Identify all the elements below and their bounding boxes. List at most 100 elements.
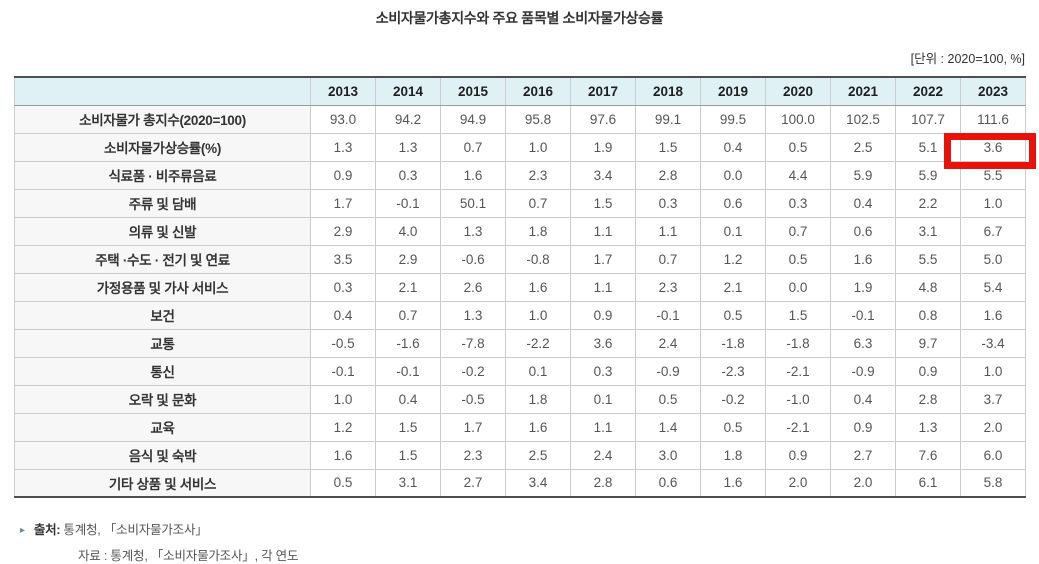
value-cell: 3.6 <box>570 328 636 358</box>
value-cell: 1.1 <box>570 412 636 442</box>
value-cell: 0.7 <box>505 188 571 218</box>
value-cell: -1.0 <box>765 384 831 414</box>
value-cell: 1.3 <box>310 132 376 162</box>
source-text: 통계청, 「소비자물가조사」 <box>63 523 208 537</box>
value-cell: 1.8 <box>700 440 766 470</box>
value-cell: 3.4 <box>505 468 571 498</box>
value-cell: 5.4 <box>960 272 1026 302</box>
source-note: ▸ 출처: 통계청, 「소비자물가조사」 <box>20 519 208 538</box>
table-row: 소비자물가상승률(%) 1.3 1.3 0.7 1.0 1.9 1.5 0.4 0.5 2.5 5.… <box>14 132 1026 162</box>
table-row: 주택 ·수도 · 전기 및 연료 3.5 2.9 -0.6 -0.8 1.7 0.7 1.2 0… <box>14 244 1026 274</box>
value-cell: 99.5 <box>700 104 766 134</box>
table-row: 기타 상품 및 서비스 0.5 3.1 2.7 3.4 2.8 0.6 1.6 2.0 2.0 6.… <box>14 468 1026 498</box>
value-cell: -0.1 <box>375 356 441 386</box>
value-cell: 2.8 <box>570 468 636 498</box>
value-cell: 2.8 <box>635 160 701 190</box>
value-cell: 1.8 <box>505 216 571 246</box>
row-label-cell: 교육 <box>14 412 311 442</box>
row-label-cell: 식료품 · 비주류음료 <box>14 160 311 190</box>
value-cell: -7.8 <box>440 328 506 358</box>
value-cell: 0.3 <box>375 160 441 190</box>
value-cell: 1.7 <box>310 188 376 218</box>
row-label-cell: 소비자물가 총지수(2020=100) <box>14 104 311 134</box>
value-cell: 2.7 <box>440 468 506 498</box>
value-cell: 1.6 <box>505 412 571 442</box>
value-cell: 50.1 <box>440 188 506 218</box>
value-cell: 0.5 <box>765 244 831 274</box>
row-label-cell: 기타 상품 및 서비스 <box>14 468 311 498</box>
value-cell: 1.0 <box>505 132 571 162</box>
year-header-cell-2021: 2021 <box>830 76 896 106</box>
value-cell: 0.3 <box>635 188 701 218</box>
value-cell: 0.9 <box>310 160 376 190</box>
year-header-cell-2019: 2019 <box>700 76 766 106</box>
value-cell: 3.5 <box>310 244 376 274</box>
value-cell: 0.4 <box>830 188 896 218</box>
value-cell: 3.1 <box>375 468 441 498</box>
value-cell: 0.6 <box>700 188 766 218</box>
value-cell: -0.1 <box>830 300 896 330</box>
value-cell: 1.6 <box>960 300 1026 330</box>
year-header-cell-2023: 2023 <box>960 76 1026 106</box>
value-cell: -1.6 <box>375 328 441 358</box>
value-cell: 5.9 <box>895 160 961 190</box>
value-cell: 6.3 <box>830 328 896 358</box>
triangle-bullet-icon: ▸ <box>20 525 25 536</box>
value-cell: 0.5 <box>700 300 766 330</box>
value-cell: -2.1 <box>765 412 831 442</box>
value-cell: 1.1 <box>635 216 701 246</box>
value-cell: 1.1 <box>570 216 636 246</box>
row-label-cell: 교통 <box>14 328 311 358</box>
value-cell: 0.0 <box>765 272 831 302</box>
table-row: 주류 및 담배 1.7 -0.1 50.1 0.7 1.5 0.3 0.6 0.3 0.4 2.2 1… <box>14 188 1026 218</box>
table-row: 교육 1.2 1.5 1.7 1.6 1.1 1.4 0.5 -2.1 0.9 1.3 2.0 <box>14 412 1026 442</box>
value-cell: -0.2 <box>440 356 506 386</box>
value-cell: 0.1 <box>570 384 636 414</box>
table-row: 통신 -0.1 -0.1 -0.2 0.1 0.3 -0.9 -2.3 -2.1 -0.9 0.9 1… <box>14 356 1026 386</box>
value-cell: 6.7 <box>960 216 1026 246</box>
value-cell: -1.8 <box>765 328 831 358</box>
value-cell: 0.6 <box>830 216 896 246</box>
value-cell: 97.6 <box>570 104 636 134</box>
page-title: 소비자물가총지수와 주요 품목별 소비자물가상승률 <box>375 10 664 26</box>
table-row: 식료품 · 비주류음료 0.9 0.3 1.6 2.3 3.4 2.8 0.0 4.4 5.9 5.… <box>14 160 1026 190</box>
value-cell: 2.5 <box>505 440 571 470</box>
row-label-cell: 통신 <box>14 356 311 386</box>
value-cell: 1.2 <box>310 412 376 442</box>
unit-label: [단위 : 2020=100, %] <box>910 52 1025 66</box>
value-cell: 2.2 <box>895 188 961 218</box>
value-cell: 1.7 <box>440 412 506 442</box>
row-label-cell: 주류 및 담배 <box>14 188 311 218</box>
value-cell: -0.5 <box>310 328 376 358</box>
table-row: 의류 및 신발 2.9 4.0 1.3 1.8 1.1 1.1 0.1 0.7 0.6 3.1 6.7 <box>14 216 1026 246</box>
value-cell: 0.7 <box>635 244 701 274</box>
year-header-cell-2018: 2018 <box>635 76 701 106</box>
value-cell: 1.7 <box>570 244 636 274</box>
value-cell: 1.0 <box>960 356 1026 386</box>
value-cell: 1.6 <box>505 272 571 302</box>
value-cell: 107.7 <box>895 104 961 134</box>
value-cell: 102.5 <box>830 104 896 134</box>
value-cell: 2.1 <box>700 272 766 302</box>
value-cell: 1.8 <box>505 384 571 414</box>
value-cell: 1.5 <box>765 300 831 330</box>
year-header-cell-2017: 2017 <box>570 76 636 106</box>
value-cell: 2.3 <box>440 440 506 470</box>
value-cell: -2.1 <box>765 356 831 386</box>
value-cell: 2.9 <box>310 216 376 246</box>
value-cell: 0.0 <box>700 160 766 190</box>
value-cell: 2.8 <box>895 384 961 414</box>
value-cell: 2.5 <box>830 132 896 162</box>
year-header-cell-2022: 2022 <box>895 76 961 106</box>
value-cell: 1.9 <box>830 272 896 302</box>
value-cell: 2.3 <box>505 160 571 190</box>
value-cell: 0.1 <box>700 216 766 246</box>
value-cell: 0.9 <box>570 300 636 330</box>
value-cell: 0.4 <box>700 132 766 162</box>
table-row: 보건 0.4 0.7 1.3 1.0 0.9 -0.1 0.5 1.5 -0.1 0.8 1.6 <box>14 300 1026 330</box>
table-row: 오락 및 문화 1.0 0.4 -0.5 1.8 0.1 0.5 -0.2 -1.0 0.4 2.8… <box>14 384 1026 414</box>
value-cell: 93.0 <box>310 104 376 134</box>
value-cell: 5.0 <box>960 244 1026 274</box>
value-cell: 2.9 <box>375 244 441 274</box>
row-label-cell: 의류 및 신발 <box>14 216 311 246</box>
